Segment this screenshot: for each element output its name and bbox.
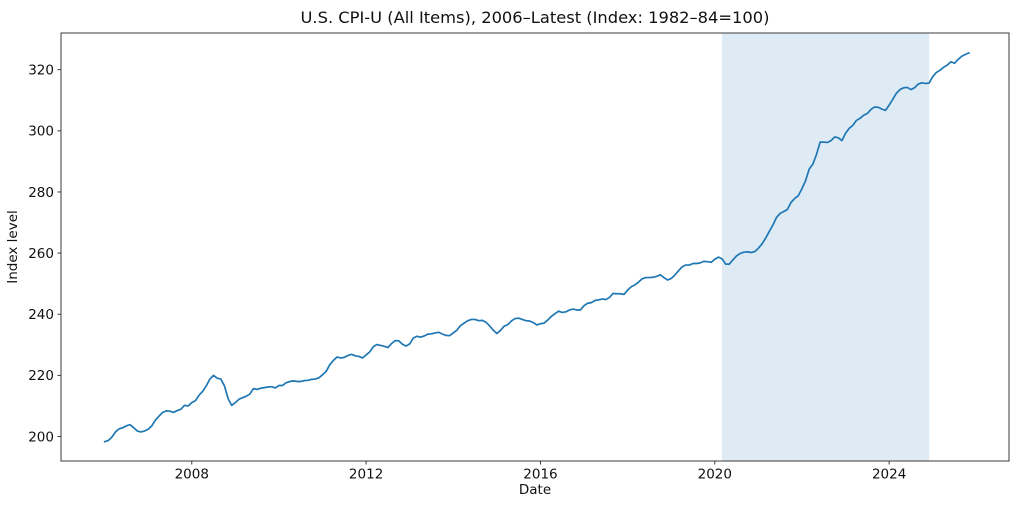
highlight-band: [722, 33, 930, 461]
x-tick-label: 2012: [349, 467, 383, 483]
axes-border: [60, 32, 1010, 462]
x-axis-label: Date: [519, 482, 551, 498]
y-tick-label: 260: [28, 246, 54, 262]
x-tick-label: 2016: [523, 467, 557, 483]
y-tick-label: 280: [28, 185, 54, 201]
x-tick-label: 2020: [698, 467, 732, 483]
y-tick-label: 240: [28, 307, 54, 323]
y-axis-label: Index level: [5, 210, 21, 284]
chart-title: U.S. CPI-U (All Items), 2006–Latest (Ind…: [301, 8, 770, 27]
x-tick-label: 2008: [175, 467, 209, 483]
y-tick-label: 200: [28, 429, 54, 445]
y-axis: 200 220 240 260 280 300 320: [28, 62, 61, 445]
y-tick-label: 320: [28, 62, 54, 78]
highlight-band-layer: [722, 33, 930, 461]
y-tick-label: 220: [28, 368, 54, 384]
x-axis: 2008 2012 2016 2020 2024: [175, 461, 906, 483]
cpi-line: [103, 52, 970, 443]
series-layer: [103, 52, 970, 443]
x-tick-label: 2024: [872, 467, 906, 483]
y-tick-label: 300: [28, 124, 54, 140]
